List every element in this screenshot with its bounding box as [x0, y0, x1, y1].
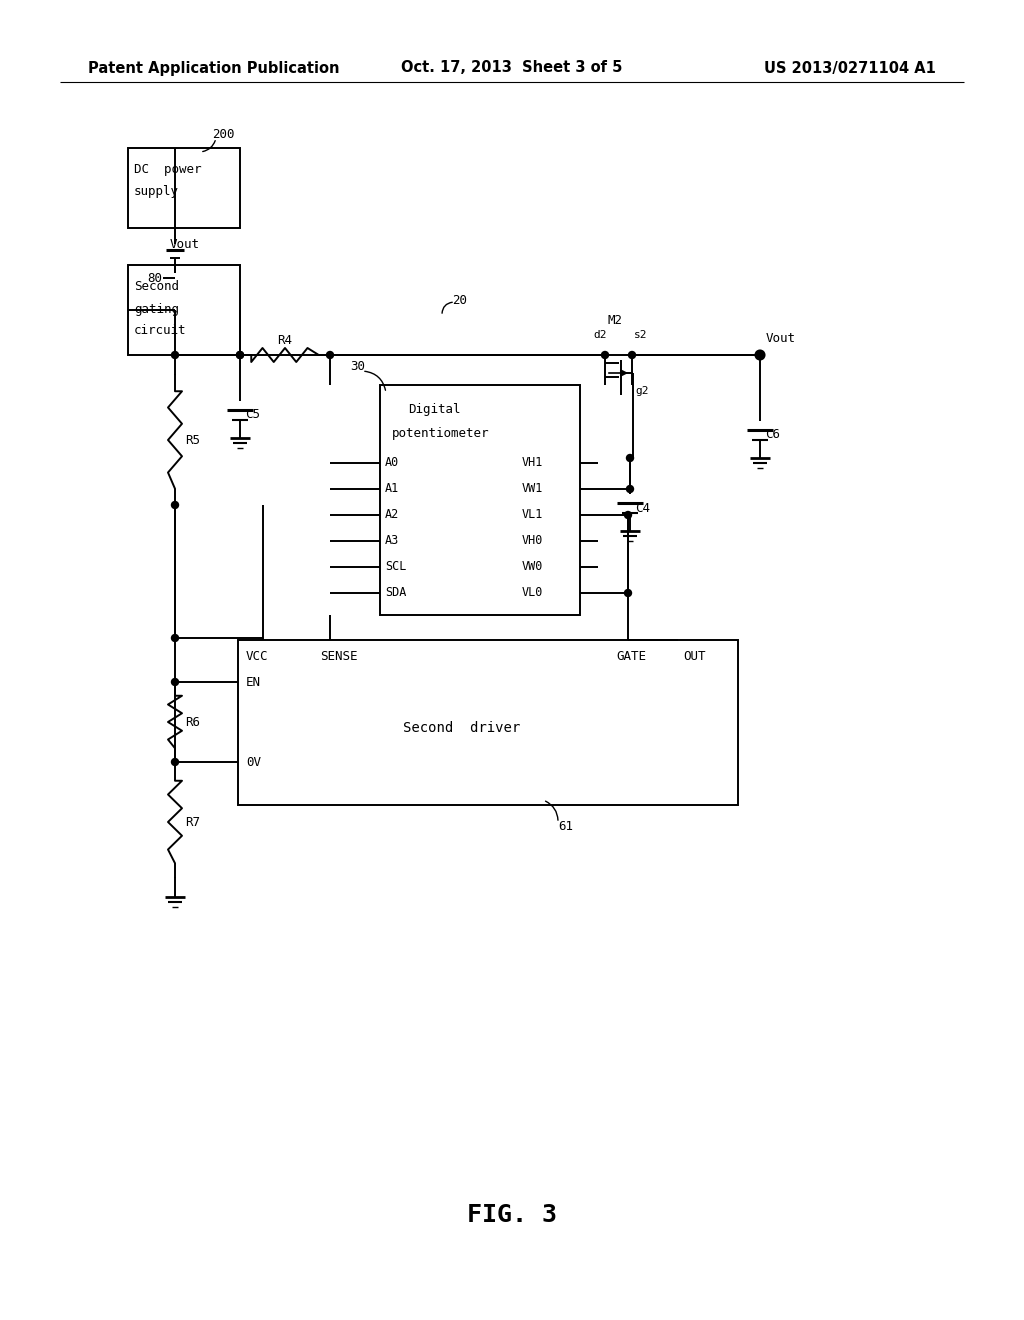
Text: C6: C6	[765, 429, 780, 441]
Text: VL0: VL0	[522, 586, 544, 599]
Text: circuit: circuit	[134, 325, 186, 338]
Text: VW0: VW0	[522, 561, 544, 573]
Text: M2: M2	[607, 314, 622, 326]
Text: VH1: VH1	[522, 457, 544, 470]
Text: 200: 200	[212, 128, 234, 140]
Bar	[128, 148, 240, 228]
Circle shape	[171, 759, 178, 766]
Text: Second: Second	[134, 281, 179, 293]
Text: A3: A3	[385, 535, 399, 548]
Circle shape	[757, 351, 764, 359]
Text: d2: d2	[593, 330, 606, 341]
Text: SDA: SDA	[385, 586, 407, 599]
Text: potentiometer: potentiometer	[392, 426, 489, 440]
Text: SCL: SCL	[385, 561, 407, 573]
Text: EN: EN	[246, 676, 261, 689]
Circle shape	[601, 351, 608, 359]
Text: s2: s2	[634, 330, 647, 341]
Circle shape	[171, 635, 178, 642]
Text: C5: C5	[245, 408, 260, 421]
Text: Oct. 17, 2013  Sheet 3 of 5: Oct. 17, 2013 Sheet 3 of 5	[401, 61, 623, 75]
Circle shape	[627, 486, 634, 492]
Text: Vout: Vout	[170, 238, 200, 251]
Text: 61: 61	[558, 821, 573, 833]
Circle shape	[327, 351, 334, 359]
Text: R5: R5	[185, 433, 200, 446]
Bar	[128, 265, 240, 355]
Text: C4: C4	[635, 502, 650, 515]
Text: Digital: Digital	[408, 404, 461, 417]
Circle shape	[627, 454, 634, 462]
Circle shape	[237, 351, 244, 359]
Text: GATE: GATE	[616, 649, 646, 663]
Circle shape	[629, 351, 636, 359]
Text: VL1: VL1	[522, 508, 544, 521]
Text: A1: A1	[385, 483, 399, 495]
Text: R6: R6	[185, 715, 200, 729]
Text: VH0: VH0	[522, 535, 544, 548]
Text: VCC: VCC	[246, 649, 268, 663]
Text: 80: 80	[147, 272, 162, 285]
Circle shape	[625, 511, 632, 519]
Circle shape	[237, 351, 244, 359]
Bar	[238, 640, 738, 805]
Text: gating: gating	[134, 302, 179, 315]
Text: g2: g2	[635, 385, 648, 396]
Text: US 2013/0271104 A1: US 2013/0271104 A1	[764, 61, 936, 75]
Text: DC  power: DC power	[134, 164, 202, 177]
Text: VW1: VW1	[522, 483, 544, 495]
Text: FIG. 3: FIG. 3	[467, 1203, 557, 1228]
Text: R4: R4	[278, 334, 293, 347]
Text: SENSE: SENSE	[319, 649, 357, 663]
Text: 30: 30	[350, 360, 365, 374]
Circle shape	[171, 502, 178, 508]
Text: 20: 20	[452, 293, 467, 306]
Circle shape	[171, 678, 178, 685]
Bar	[380, 385, 580, 615]
Text: A0: A0	[385, 457, 399, 470]
Text: Patent Application Publication: Patent Application Publication	[88, 61, 340, 75]
Text: Second  driver: Second driver	[403, 721, 520, 735]
Text: 0V: 0V	[246, 755, 261, 768]
Circle shape	[625, 590, 632, 597]
Text: A2: A2	[385, 508, 399, 521]
Text: supply: supply	[134, 186, 179, 198]
Circle shape	[171, 351, 178, 359]
Text: R7: R7	[185, 816, 200, 829]
Text: OUT: OUT	[683, 649, 706, 663]
Text: Vout: Vout	[766, 333, 796, 346]
